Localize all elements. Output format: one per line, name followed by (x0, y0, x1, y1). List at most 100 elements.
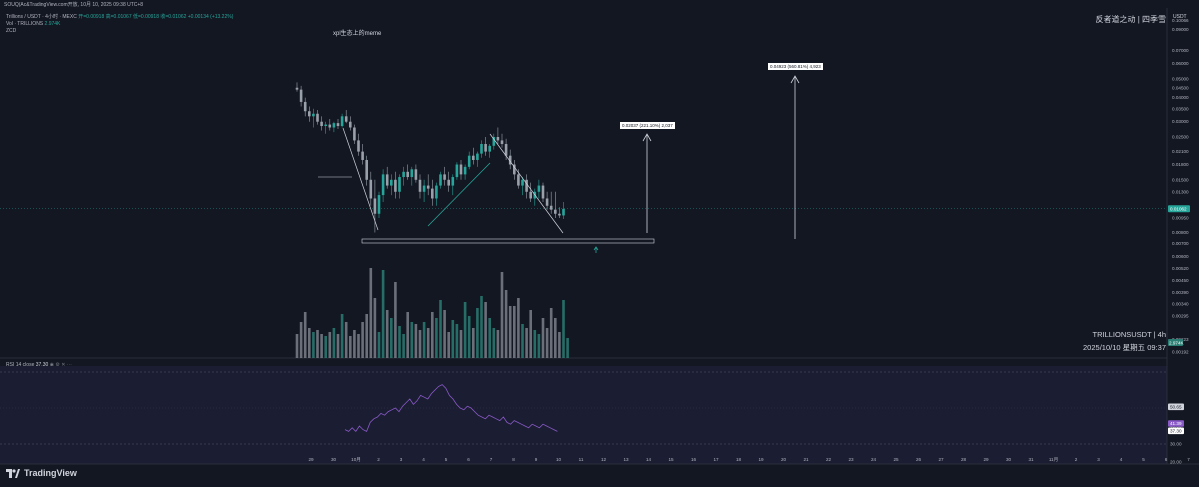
candle-body (504, 143, 508, 156)
volume-bar (373, 298, 377, 358)
volume-bar (402, 334, 405, 358)
candle-body (451, 177, 455, 186)
time-tick-label: 29 (983, 457, 989, 462)
time-tick-label: 7 (490, 457, 493, 462)
legend-extra: ZCD (6, 28, 17, 34)
time-tick-label: 22 (826, 457, 832, 462)
volume-bar (451, 320, 455, 358)
volume-bar (549, 308, 553, 358)
volume-bar (369, 268, 373, 358)
candle-body (529, 191, 532, 199)
volume-bar (455, 324, 459, 358)
volume-line: Vol · TRILLIONS (6, 21, 44, 27)
volume-bar (398, 326, 401, 358)
rsi-value: 37.30 (35, 362, 49, 368)
price-tick-label: 0.01800 (1172, 162, 1189, 167)
volume-bar (508, 306, 512, 358)
candle-body (496, 136, 500, 141)
price-tick-label: 0.02500 (1172, 134, 1189, 139)
candle-body (324, 124, 327, 127)
rsi-eye-icon[interactable]: ◉ ⚙ ✕ ⋯ (49, 362, 72, 368)
volume-bar (336, 334, 340, 358)
volume-bar (353, 330, 356, 358)
rsi-tick-label: 50.65 (1170, 404, 1182, 409)
price-tick-label: 0.00450 (1172, 278, 1189, 283)
candle-body (508, 155, 512, 165)
price-tick-label: 0.10066 (1172, 18, 1189, 23)
time-tick-label: 19 (758, 457, 764, 462)
volume-bar (303, 312, 307, 358)
candle-body (467, 155, 471, 167)
time-tick-label: 14 (646, 457, 652, 462)
candle-body (431, 188, 434, 199)
candle-body (336, 123, 340, 127)
candle-body (361, 151, 364, 160)
rsi-value-tag (1168, 420, 1184, 427)
volume-bar (566, 338, 569, 358)
candle-body (357, 140, 360, 152)
time-tick-label: 23 (848, 457, 854, 462)
volume-bar (459, 330, 463, 358)
volume-bar (488, 318, 491, 358)
author-watermark: 反者道之动 | 四季雪 (1095, 15, 1166, 24)
volume-bar (377, 332, 381, 358)
tradingview-logo[interactable]: TradingView (6, 468, 77, 478)
volume-bar (418, 330, 422, 358)
candle-body (500, 140, 504, 144)
candle-body (472, 155, 475, 160)
volume-value-tag (1168, 339, 1183, 346)
candle-body (426, 185, 430, 189)
time-tick-label: 11月 (1049, 457, 1058, 463)
candle-body (422, 185, 426, 192)
candle-body (443, 174, 446, 180)
tradingview-icon (6, 468, 20, 478)
downtrend-line-2 (489, 133, 564, 234)
volume-bar (492, 328, 496, 358)
support-zone (361, 238, 655, 244)
price-tick-label: 0.03000 (1172, 119, 1189, 124)
volume-bar (394, 282, 397, 358)
candle-body (492, 136, 496, 146)
candle-body (303, 101, 307, 112)
volume-bar (299, 322, 303, 358)
candle-body (476, 153, 479, 160)
time-tick-label: 2 (1075, 457, 1078, 462)
time-tick-label: 28 (961, 457, 967, 462)
candle-body (418, 179, 422, 192)
candle-body (369, 179, 373, 199)
symbol-legend: Trillions / USDT · 4小时 · MEXC 开=0.00918 … (6, 14, 233, 20)
volume-bar (435, 318, 438, 358)
volume-value: 2.974K (44, 21, 61, 27)
volume-bar (472, 328, 475, 358)
currency-label[interactable]: USDT (1173, 14, 1187, 20)
price-tick-label: 0.01300 (1172, 189, 1189, 194)
volume-bar (476, 308, 479, 358)
price-tick-label: 0.00600 (1172, 254, 1189, 259)
candle-body (373, 198, 377, 214)
time-tick-label: 4 (1120, 457, 1123, 462)
candle-body (402, 171, 405, 178)
date-watermark: 2025/10/10 星期五 09:37 (1083, 343, 1166, 352)
candle-body (390, 179, 393, 186)
volume-bar (349, 336, 352, 358)
rsi-tick-label: 20.00 (1170, 460, 1182, 465)
volume-bar (467, 316, 471, 358)
measure-label-2[interactable]: 0.04923 (560.81%) 4,923 (768, 63, 823, 70)
candle-body (488, 145, 491, 152)
measure-label-1[interactable]: 0.02037 (221.10%) 2,037 (620, 122, 675, 129)
volume-bar (426, 328, 430, 358)
price-tick-label: 0.02100 (1172, 149, 1189, 154)
time-tick-label: 2 (377, 457, 380, 462)
price-tick-label: 0.06000 (1172, 61, 1189, 66)
price-tick-label: 0.00520 (1172, 266, 1189, 271)
volume-bar (410, 322, 414, 358)
candle-body (312, 113, 315, 117)
candle-body (328, 124, 332, 128)
volume-bar (562, 300, 565, 358)
price-tick-label: 0.00390 (1172, 290, 1189, 295)
volume-bar (414, 324, 418, 358)
price-tick-label: 0.00295 (1172, 314, 1189, 319)
time-tick-label: 16 (691, 457, 697, 462)
candle-body (554, 209, 557, 214)
